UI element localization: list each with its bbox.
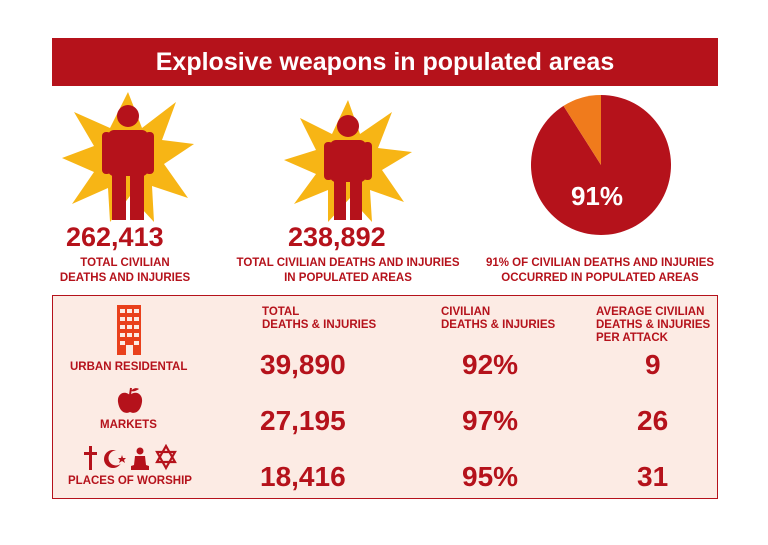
cell-markets-total: 27,195 <box>260 405 346 436</box>
cell-markets-civilian: 97% <box>462 405 519 436</box>
cell-markets-average: 26 <box>637 405 669 436</box>
row-label-worship: PLACES OF WORSHIP <box>68 475 192 487</box>
stat-caption-percentage: 91% OF CIVILIAN DEATHS AND INJURIES OCCU… <box>485 257 715 284</box>
cell-worship-total: 18,416 <box>260 461 346 492</box>
breakdown-table <box>52 295 718 499</box>
row-label-urban: URBAN RESIDENTAL <box>70 361 188 373</box>
explosion-person-icon <box>284 100 412 222</box>
pie-chart: 91% <box>531 95 671 235</box>
header-total: TOTAL DEATHS & INJURIES <box>262 306 377 331</box>
cell-worship-civilian: 95% <box>462 461 519 492</box>
explosion-person-icon <box>62 92 194 222</box>
header-average: AVERAGE CIVILIAN DEATHS & INJURIES PER ATT… <box>596 306 711 344</box>
page-title: Explosive weapons in populated areas <box>52 38 718 86</box>
cell-urban-civilian: 92% <box>462 349 519 380</box>
cell-urban-total: 39,890 <box>260 349 346 380</box>
apple-icon <box>117 387 143 413</box>
cell-worship-average: 31 <box>637 461 669 492</box>
header-civilian: CIVILIAN DEATHS & INJURIES <box>441 306 556 331</box>
building-icon <box>117 305 141 355</box>
stat-value-populated: 238,892 <box>288 222 386 252</box>
stat-value-total: 262,413 <box>66 222 164 252</box>
pie-slice-1 <box>563 95 601 165</box>
cell-urban-average: 9 <box>645 349 661 380</box>
row-label-markets: MARKETS <box>100 419 157 431</box>
stat-caption-total: TOTAL CIVILIAN DEATHS AND INJURIES <box>59 257 191 284</box>
stat-caption-populated: TOTAL CIVILIAN DEATHS AND INJURIES IN PO… <box>236 257 460 284</box>
religious-symbols-icon <box>84 444 177 471</box>
pie-label: 91% <box>571 181 623 211</box>
